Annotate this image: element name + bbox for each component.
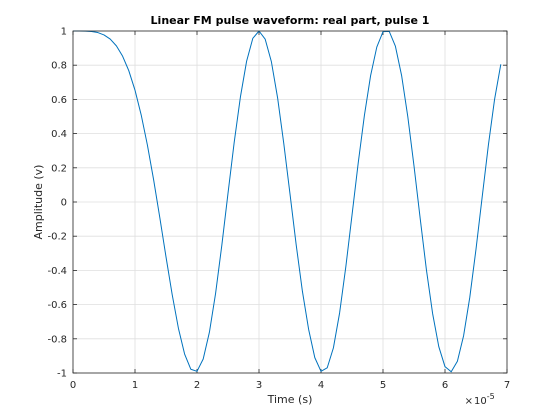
- y-tick-label: 0.4: [51, 129, 67, 140]
- y-tick-label: 1: [61, 27, 67, 38]
- y-tick-label: 0.8: [51, 61, 67, 72]
- x-axis-label: Time (s): [267, 393, 313, 406]
- series-line: [73, 30, 502, 373]
- y-tick-label: 0: [61, 198, 67, 209]
- x-exponent-power: -5: [487, 392, 495, 401]
- x-exponent-base: 10: [474, 396, 487, 407]
- x-tick-label: 2: [194, 380, 200, 391]
- y-tick-label: -1: [57, 369, 67, 380]
- y-axis-label: Amplitude (v): [32, 165, 45, 240]
- x-exponent-label: 10-5 ×: [465, 392, 495, 407]
- x-exponent-times: ×: [465, 396, 473, 407]
- x-tick-label: 0: [70, 380, 76, 391]
- y-tick-label: -0.8: [47, 334, 67, 345]
- x-tick-label: 4: [318, 380, 324, 391]
- y-tick-label: 0.2: [51, 163, 67, 174]
- axes-box: [72, 30, 508, 374]
- chart-title: Linear FM pulse waveform: real part, pul…: [151, 14, 430, 27]
- svg-text:10-5: 10-5: [474, 392, 495, 407]
- y-tick-label: -0.6: [47, 300, 67, 311]
- y-tick-label: -0.2: [47, 232, 67, 243]
- x-tick-label: 1: [132, 380, 138, 391]
- y-tick-label: -0.4: [47, 266, 67, 277]
- x-tick-label: 6: [442, 380, 448, 391]
- series-lines: [73, 30, 502, 373]
- tick-labels: 0 1 2 3 4 5 6 7 1 0.8 0.6 0.4 0.2 0 -0.2 -0.4 -0.6 -0.8 -1: [47, 27, 510, 392]
- x-tick-label: 3: [256, 380, 262, 391]
- x-tick-label: 5: [380, 380, 386, 391]
- y-tick-label: 0.6: [51, 95, 67, 106]
- x-tick-label: 7: [504, 380, 510, 391]
